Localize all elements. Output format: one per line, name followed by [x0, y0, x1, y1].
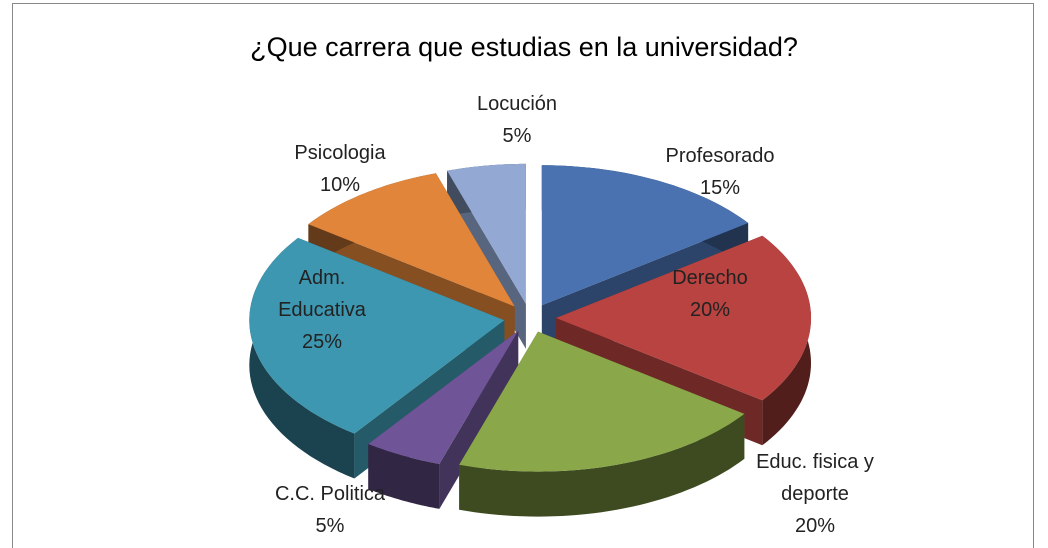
slice — [541, 165, 749, 306]
value-label: 20% — [794, 515, 836, 537]
slice-label: Locución 5% — [457, 88, 577, 152]
slice — [308, 173, 515, 307]
value-label: 15% — [699, 177, 741, 199]
value-label: 10% — [319, 174, 361, 196]
chart-frame — [12, 3, 1034, 548]
slice-label: Educ. fisica y deporte 20% — [735, 446, 895, 542]
slice — [459, 331, 745, 472]
category-label: Derecho — [672, 267, 748, 289]
slice-label: Psicologia 10% — [270, 137, 410, 201]
slice-side — [368, 444, 440, 509]
value-label: 5% — [502, 125, 532, 147]
value-label: 20% — [689, 299, 731, 321]
category-label: C.C. Politica — [274, 483, 386, 505]
slice-label: C.C. Politica 5% — [260, 478, 400, 542]
chart-title: ¿Que carrera que estudias en la universi… — [250, 32, 798, 62]
slice — [249, 237, 505, 434]
category-label: Locución — [476, 93, 558, 115]
slice-label: Profesorado 15% — [650, 140, 790, 204]
value-label: 5% — [315, 515, 345, 537]
slice-side — [459, 413, 745, 517]
category-label: Profesorado — [665, 145, 775, 167]
slice-label: Adm. Educativa 25% — [257, 262, 387, 358]
category-label: Adm. Educativa — [278, 267, 366, 321]
value-label: 25% — [301, 331, 343, 353]
category-label: Psicologia — [294, 142, 386, 164]
slice — [556, 235, 811, 401]
category-label: Educ. fisica y deporte — [756, 451, 874, 505]
slice — [368, 330, 519, 464]
slice — [447, 163, 526, 304]
slice-label: Derecho 20% — [640, 262, 780, 326]
